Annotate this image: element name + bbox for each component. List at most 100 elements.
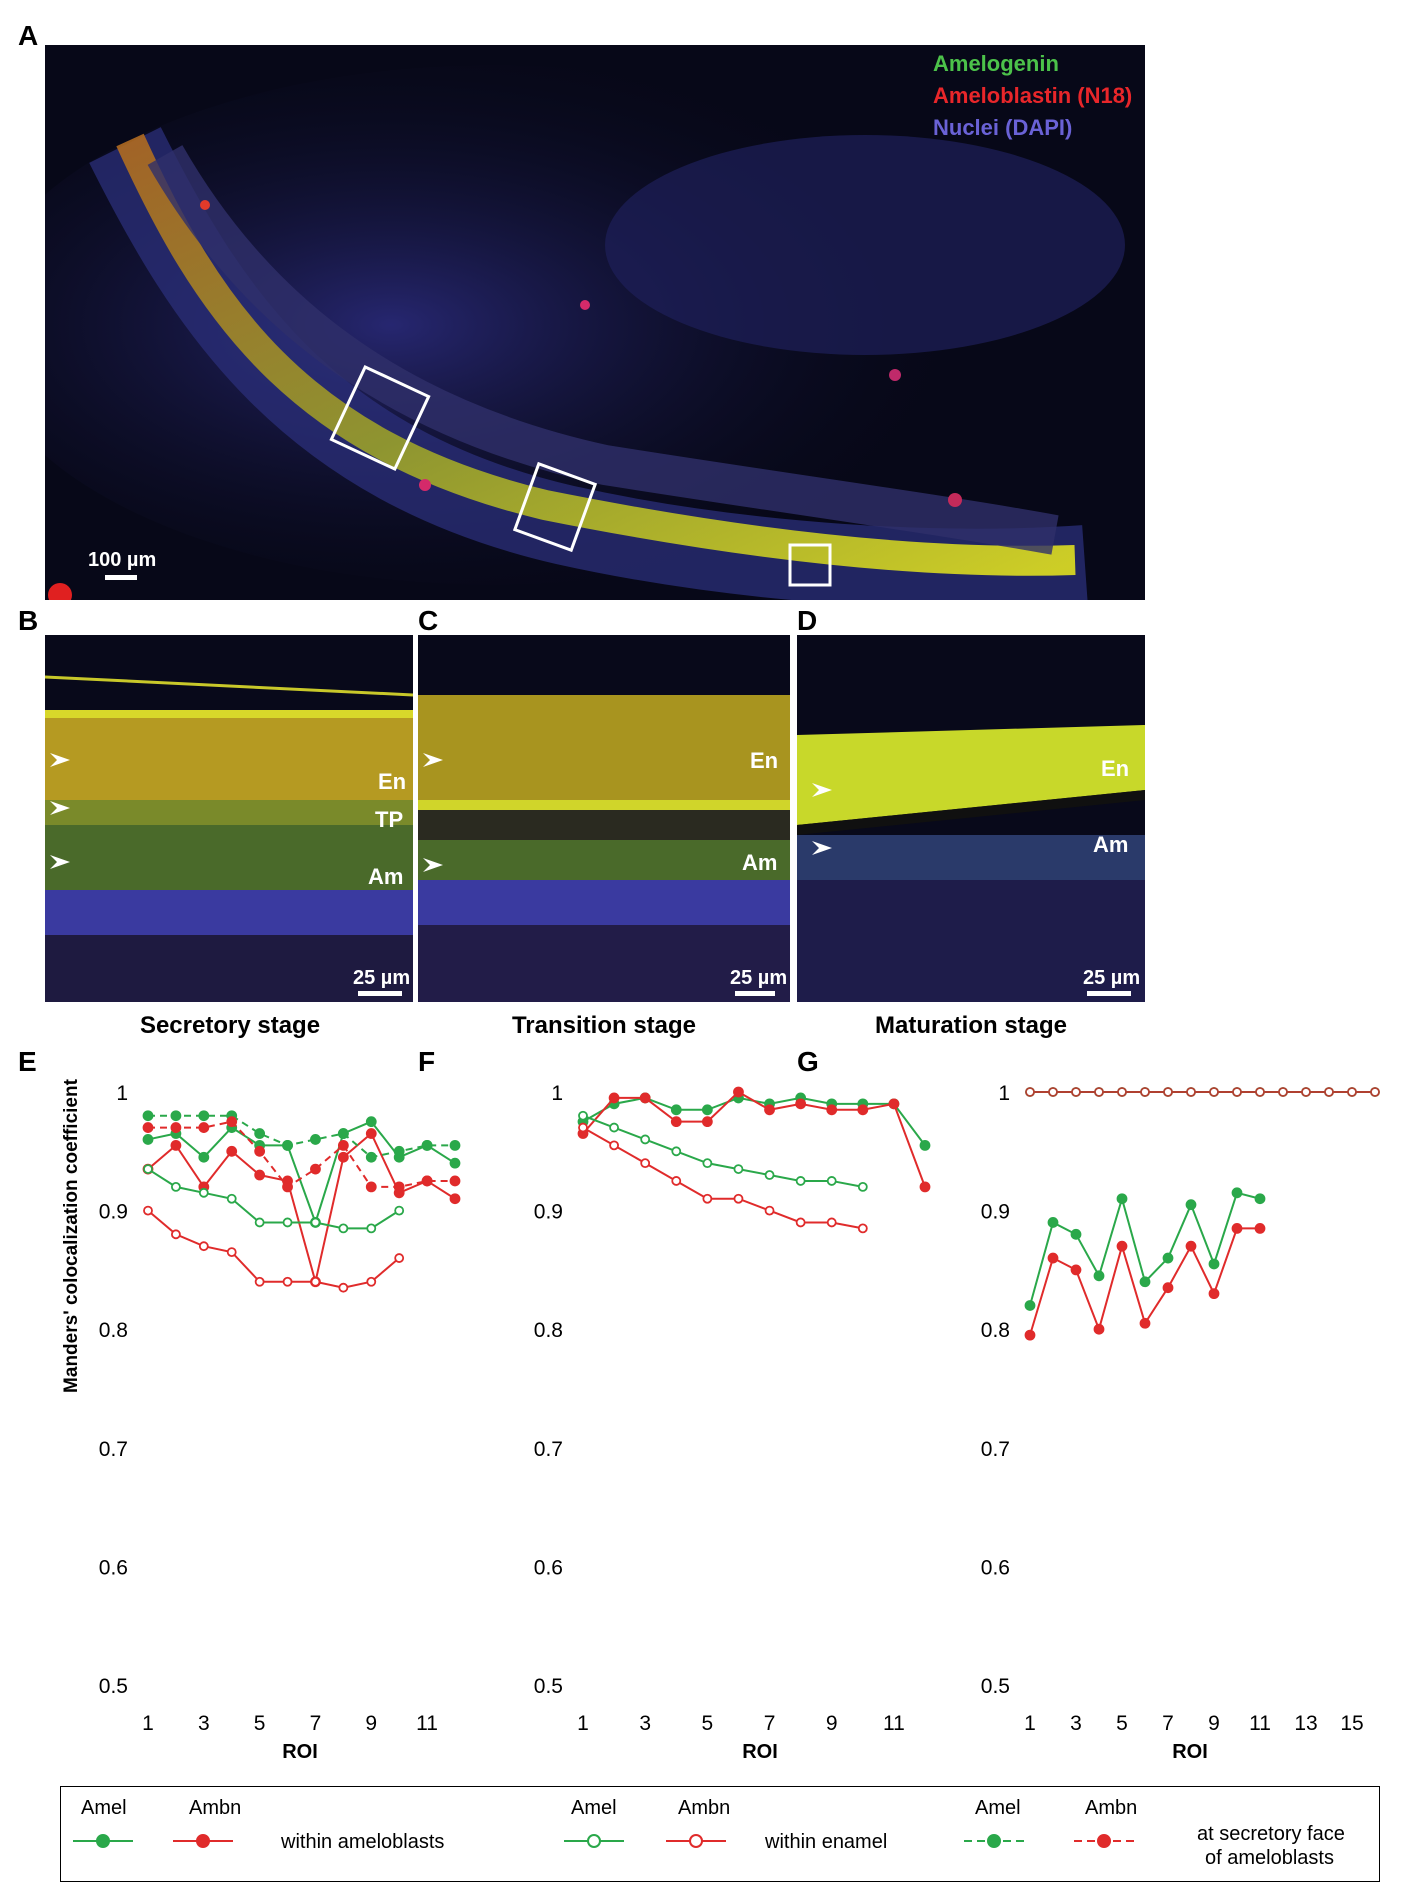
data-point	[764, 1205, 775, 1216]
stain-label-amelogenin: Amelogenin	[933, 51, 1059, 76]
data-point	[1071, 1087, 1081, 1097]
x-tick-label: 11	[1249, 1712, 1271, 1735]
data-point	[1301, 1087, 1311, 1097]
legend-marker	[196, 1834, 210, 1848]
data-point	[857, 1181, 868, 1192]
data-point	[1255, 1087, 1265, 1097]
x-tick-label: 3	[1070, 1712, 1082, 1735]
data-point	[143, 1205, 153, 1216]
micrograph-c: En Am 25 µm	[418, 635, 790, 1002]
data-point	[393, 1145, 405, 1157]
data-point	[198, 1110, 210, 1122]
stain-label-nuclei: Nuclei (DAPI)	[933, 115, 1073, 140]
x-tick-label: 13	[1294, 1712, 1317, 1735]
data-point	[143, 1164, 153, 1174]
data-point	[170, 1110, 182, 1122]
x-tick-label: 1	[577, 1712, 589, 1735]
x-tick-label: 9	[365, 1712, 377, 1735]
data-point	[1347, 1087, 1357, 1097]
y-tick-label: 0.8	[99, 1319, 128, 1342]
data-point	[640, 1158, 651, 1169]
panel-letter-d: D	[797, 605, 818, 636]
panel-letter-c: C	[418, 605, 439, 636]
data-point	[1093, 1323, 1105, 1335]
data-point	[1070, 1228, 1082, 1240]
series-line	[1029, 1191, 1261, 1306]
series-line	[148, 1114, 455, 1159]
data-point	[919, 1139, 931, 1151]
data-point	[826, 1217, 837, 1228]
data-point	[449, 1175, 461, 1187]
legend-desc-3b: of ameloblasts	[1205, 1847, 1334, 1869]
y-tick-label: 1	[551, 1082, 563, 1105]
y-tick-label: 0.9	[99, 1201, 128, 1224]
y-tick-label: 0.7	[981, 1438, 1010, 1461]
x-tick-label: 1	[1024, 1712, 1036, 1735]
data-point	[365, 1128, 377, 1139]
y-tick-label: 0.9	[981, 1201, 1010, 1224]
data-point	[1116, 1240, 1128, 1252]
data-point	[421, 1175, 433, 1187]
data-point	[1116, 1193, 1128, 1205]
data-point	[337, 1139, 349, 1151]
data-point	[198, 1122, 210, 1133]
scale-bar-b	[358, 991, 402, 996]
x-tick-label: 7	[1162, 1712, 1174, 1735]
scale-bar-d	[1087, 991, 1131, 996]
data-point	[142, 1134, 154, 1145]
data-point	[394, 1205, 405, 1216]
data-point	[640, 1134, 651, 1145]
y-tick-label: 1	[116, 1082, 128, 1105]
y-tick-label: 0.8	[534, 1319, 563, 1342]
micrograph-a: Amelogenin Ameloblastin (N18) Nuclei (DA…	[45, 45, 1145, 600]
micrograph-a-art	[45, 45, 1145, 600]
data-point	[1140, 1087, 1150, 1097]
data-point	[701, 1104, 713, 1116]
scale-label-a: 100 µm	[88, 549, 157, 571]
data-point	[1254, 1193, 1266, 1205]
data-point	[171, 1181, 181, 1192]
data-point	[226, 1247, 237, 1258]
data-point	[310, 1276, 321, 1287]
series-line	[147, 1209, 400, 1289]
y-tick-label: 0.7	[534, 1438, 563, 1461]
data-point	[795, 1098, 807, 1110]
data-point	[795, 1176, 806, 1186]
micrograph-d-art	[797, 635, 1145, 1002]
data-point	[1024, 1300, 1036, 1311]
x-axis-label: ROI	[742, 1741, 778, 1763]
series-line	[147, 1131, 456, 1283]
data-point	[1208, 1258, 1220, 1270]
data-point	[671, 1176, 682, 1186]
data-point	[1117, 1087, 1127, 1097]
legend-marker	[96, 1834, 110, 1848]
legend-marker	[987, 1834, 1001, 1848]
data-point	[393, 1181, 405, 1193]
data-point	[310, 1217, 321, 1228]
data-point	[254, 1145, 266, 1157]
data-point	[366, 1223, 377, 1234]
x-axis-label: ROI	[1172, 1741, 1208, 1763]
legend-ambn-3: Ambn	[1085, 1797, 1138, 1819]
data-point	[1139, 1317, 1151, 1329]
data-point	[282, 1139, 293, 1151]
data-point	[198, 1151, 210, 1163]
y-tick-label: 0.5	[981, 1675, 1010, 1698]
x-tick-label: 1	[142, 1712, 154, 1735]
data-point	[170, 1139, 182, 1151]
panel-letter-a: A	[18, 20, 39, 51]
data-point	[1231, 1222, 1243, 1234]
data-point	[733, 1193, 744, 1204]
caption-maturation: Maturation stage	[874, 1012, 1068, 1039]
data-point	[282, 1217, 293, 1228]
scale-bar-a	[105, 575, 137, 580]
data-point	[826, 1176, 837, 1186]
micrograph-b: En TP Am 25 µm	[45, 635, 413, 1002]
data-point	[1185, 1240, 1197, 1252]
data-point	[226, 1145, 238, 1157]
data-point	[1024, 1329, 1036, 1341]
region-label-en: En	[378, 769, 407, 794]
scale-label-c: 25 µm	[730, 967, 788, 989]
